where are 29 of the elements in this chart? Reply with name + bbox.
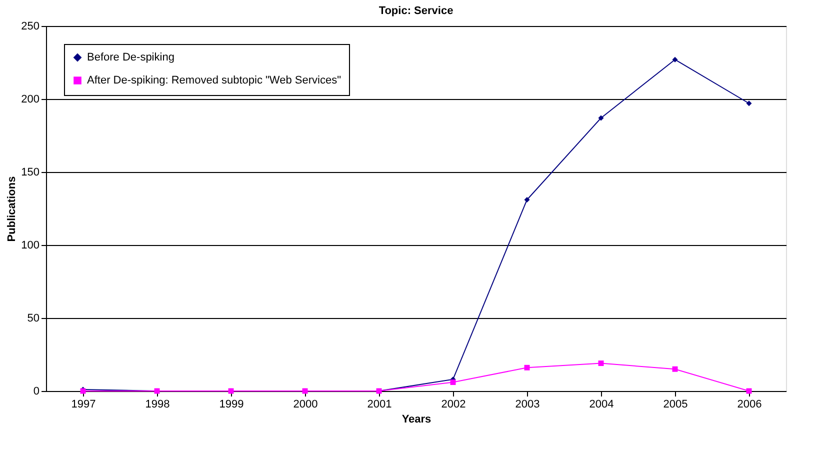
y-tick-label: 250 xyxy=(21,20,40,32)
y-tick-label: 0 xyxy=(33,386,40,398)
chart-title: Topic: Service xyxy=(378,5,454,17)
y-tick-label: 200 xyxy=(21,94,40,106)
x-tick-label: 2001 xyxy=(367,398,392,410)
x-tick-label: 2004 xyxy=(589,398,614,410)
point xyxy=(672,56,678,62)
point xyxy=(598,115,604,121)
legend-label: After De-spiking: Removed subtopic "Web Services" xyxy=(87,74,342,86)
point xyxy=(524,197,530,202)
x-tick-label: 2000 xyxy=(293,398,318,410)
point xyxy=(672,366,678,372)
point xyxy=(524,364,530,370)
legend-label: Before De-spiking xyxy=(87,52,174,64)
y-tick-label: 100 xyxy=(21,240,40,252)
y-tick-label: 150 xyxy=(21,166,40,178)
point xyxy=(598,360,604,366)
x-axis-title: Years xyxy=(402,414,432,426)
x-tick-label: 2003 xyxy=(515,398,540,410)
point xyxy=(746,100,752,106)
y-axis-title: Publications xyxy=(6,176,18,242)
point xyxy=(450,380,456,385)
x-tick-label: 2005 xyxy=(663,398,688,410)
x-tick-label: 1999 xyxy=(219,398,244,410)
x-tick-label: 2002 xyxy=(441,398,466,410)
y-tick-label: 50 xyxy=(27,312,40,324)
x-tick-label: 2006 xyxy=(737,398,762,410)
x-tick-label: 1998 xyxy=(145,398,170,410)
x-tick-label: 1997 xyxy=(71,398,96,410)
